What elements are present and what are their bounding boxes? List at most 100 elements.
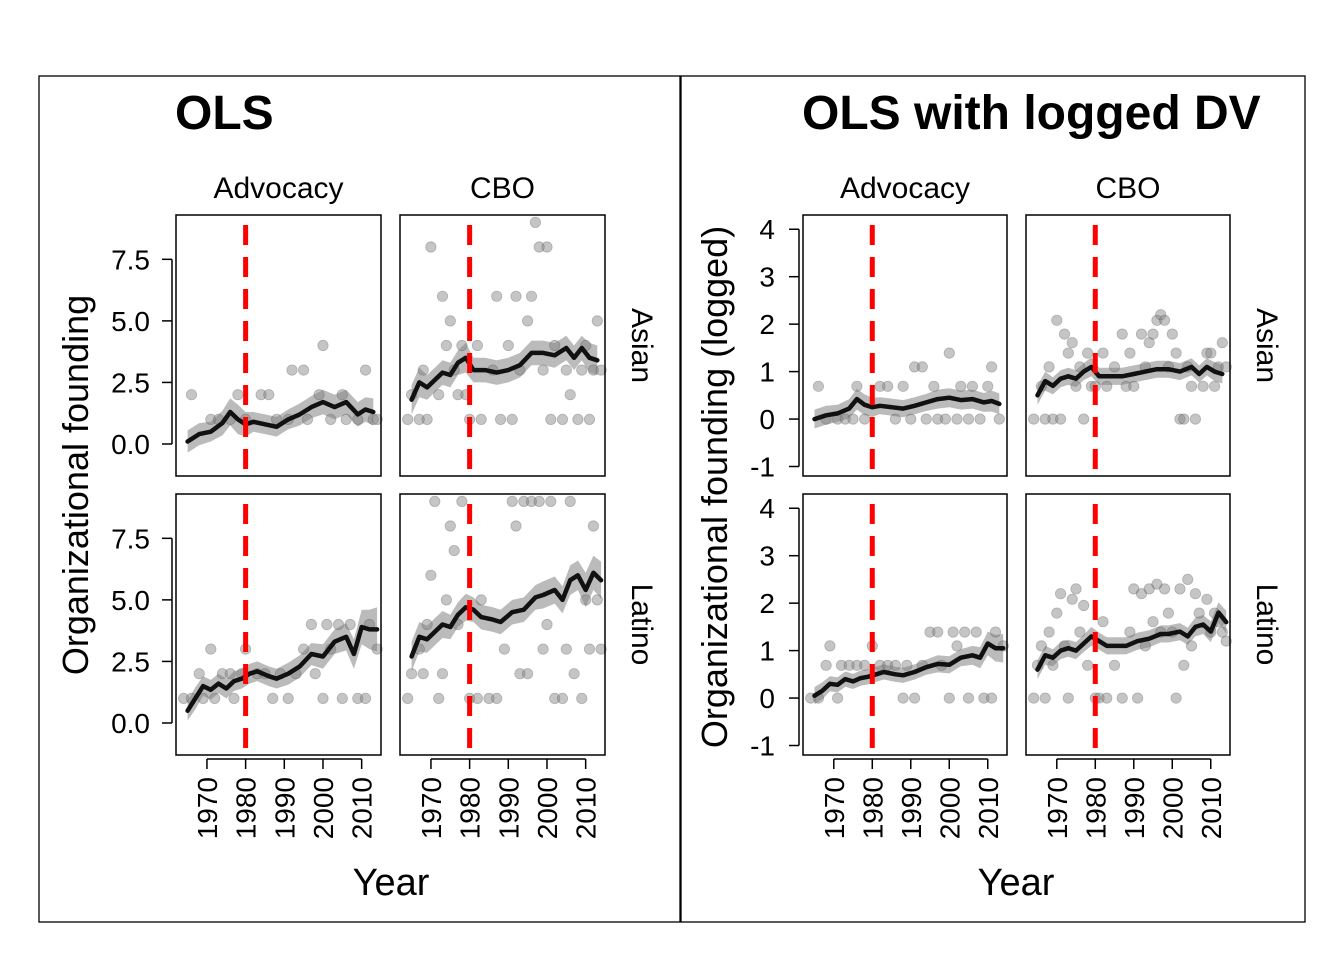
y-tick-label: 4 [759,493,775,524]
data-point [1220,635,1232,647]
data-point [580,594,592,606]
data-point [518,495,530,507]
data-point [193,668,205,680]
data-point [1216,337,1228,349]
data-point [843,659,855,671]
strip-label-advocacy: Advocacy [840,172,970,205]
data-point [1147,328,1159,340]
data-point [471,339,483,352]
data-point [874,380,886,392]
data-point [1216,626,1228,638]
panel-frame-advocacy-asian [802,214,1008,477]
data-point [939,413,952,425]
data-point [440,339,452,352]
fit-line-advocacy-latino [812,641,1006,698]
fit-line-advocacy-asian [185,399,376,444]
data-point [889,659,902,671]
data-point [962,413,975,425]
y-tick-label: 7.5 [111,523,150,554]
x-tick-label: 1980 [857,777,888,839]
x-tick-label: 2000 [532,777,563,839]
data-point [405,668,418,680]
data-point [951,413,963,425]
x-tick-label: 2000 [934,777,965,839]
data-point [1055,588,1067,600]
data-point [1101,380,1113,392]
x-tick-label: 1970 [1042,777,1073,839]
y-tick-label: -1 [750,452,775,483]
x-tick-label: 1990 [269,777,300,839]
data-point [1070,583,1082,595]
confidence-band-cbo-latino [1037,602,1227,680]
panel-advocacy-latino: -1 0 1 2 3 4 1970 1980 1990 2000 2010 [750,493,1009,839]
data-point [851,380,863,392]
data-point [916,361,928,373]
data-point [1047,413,1059,425]
data-point [889,413,902,425]
data-point [297,364,310,376]
data-point [897,380,909,392]
data-point [506,495,518,507]
data-point [521,668,534,680]
data-point [905,413,917,425]
data-point [471,692,483,705]
data-point [1174,413,1186,425]
data-point [908,692,921,704]
data-point [595,364,607,376]
data-point [205,413,217,425]
figure-ols-logged: OLS with logged DV Year Organizational f… [680,75,1306,923]
x-tick-label: 2000 [308,777,339,839]
data-point [1062,347,1074,359]
data-point [924,626,936,638]
x-tick-label: 1980 [1080,777,1111,839]
data-point [556,413,569,425]
data-point [576,692,588,705]
data-point [344,618,356,631]
data-point [820,659,832,671]
data-point [359,364,372,376]
data-point [444,315,456,327]
data-point [494,413,507,425]
data-point [352,692,364,705]
data-point [1039,692,1051,704]
data-point [425,241,437,253]
data-point [255,389,267,401]
panel-cbo-asian [1025,214,1232,477]
data-point [305,618,317,631]
data-point [851,659,863,671]
data-point [560,643,572,655]
data-point [1108,659,1121,671]
data-point [510,520,522,532]
data-point [185,389,198,401]
data-point [962,692,975,704]
x-tick-label: 1990 [1119,777,1150,839]
data-point [1120,380,1132,392]
data-point [1116,328,1128,340]
data-point [1055,413,1067,425]
data-point [506,413,518,425]
data-point [1185,640,1198,652]
facet-grid-ols-logged: Advocacy CBO Asian Latino -1 0 1 2 3 4 -1 0 1 2 3 4 1970… [750,172,1283,839]
data-point [858,659,871,671]
data-point [1070,380,1082,392]
data-point [1205,347,1217,359]
data-point [985,692,998,704]
data-point [425,569,437,581]
data-point [491,290,503,302]
data-point [993,413,1005,425]
data-point [1193,607,1205,619]
y-tick-label: 1 [759,636,775,667]
data-point [286,364,298,376]
y-tick-label: -1 [750,731,775,762]
data-point [1201,347,1213,359]
data-point [1159,583,1171,595]
data-point [301,413,314,425]
data-point [216,668,228,680]
data-point [1028,413,1040,425]
panel-cbo-latino: 1970 1980 1990 2000 2010 [399,493,607,839]
figure-frame-ols [38,75,681,923]
row-label-asian: Asian [625,308,658,383]
data-point [1128,380,1140,392]
data-point [928,380,940,392]
